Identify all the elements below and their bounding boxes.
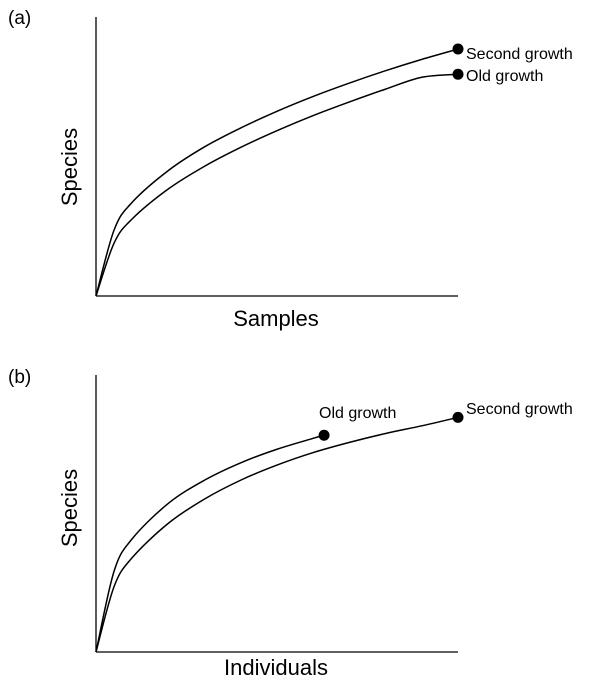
panel-a-curve-second-growth [95,48,459,297]
panel-b: (b) Individuals Species Old growth Secon… [8,367,573,680]
panel-a: (a) Samples Species Second growth Old gr… [8,8,573,331]
panel-a-curve-old-growth [95,73,459,297]
panel-a-endpoint-second-growth [452,43,464,55]
panel-a-x-axis-title: Samples [233,306,319,331]
panel-b-plot-area [95,411,464,653]
panel-b-endpoint-second-growth [452,411,464,423]
panel-b-label: (b) [8,367,31,388]
panel-b-endpoint-old-growth [318,429,330,441]
panel-b-y-axis-title: Species [57,469,82,547]
panel-a-series-label-second-growth: Second growth [466,46,573,63]
panel-a-label: (a) [8,8,31,29]
panel-b-x-axis-title: Individuals [224,655,328,680]
panel-a-plot-area [95,43,464,297]
panel-b-series-label-old-growth: Old growth [319,405,396,422]
panel-a-y-axis-title: Species [57,128,82,206]
panel-b-curve-second-growth [95,416,459,653]
panel-b-curve-old-growth [95,434,325,653]
panel-a-series-label-old-growth: Old growth [466,68,543,85]
panel-b-series-label-second-growth: Second growth [466,401,573,418]
panel-a-endpoint-old-growth [452,68,464,80]
